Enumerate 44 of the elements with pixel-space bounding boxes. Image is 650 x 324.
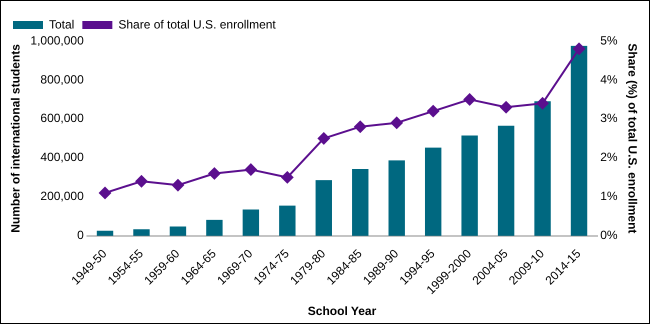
- y-tick-label: 0: [77, 228, 84, 242]
- point: [135, 175, 148, 188]
- y2-axis-title: Share (%) of total U.S. enrollment: [625, 43, 640, 234]
- x-axis-title: School Year: [308, 304, 377, 318]
- point: [354, 120, 366, 133]
- y-tick-label: 400,000: [40, 150, 84, 164]
- bar: [461, 135, 478, 236]
- y2-tick-label: 0%: [600, 228, 618, 242]
- y-axis-title: Number of international students: [8, 44, 23, 233]
- point: [390, 116, 403, 129]
- point: [281, 171, 294, 184]
- bar: [170, 226, 186, 236]
- bar: [534, 101, 551, 236]
- point: [536, 97, 549, 110]
- point: [573, 42, 586, 55]
- y2-tick-label: 5%: [600, 33, 618, 48]
- bar: [133, 229, 150, 236]
- y-tick-label: 200,000: [40, 189, 84, 204]
- point: [464, 93, 476, 106]
- bar: [279, 206, 296, 236]
- y2-tick-label: 2%: [600, 150, 618, 164]
- bar: [206, 220, 223, 236]
- y-tick-label: 1,000,000: [30, 33, 84, 48]
- point: [208, 167, 220, 180]
- bar: [242, 210, 260, 236]
- bar: [388, 160, 405, 236]
- bar: [570, 46, 588, 236]
- point: [99, 186, 112, 199]
- bar: [316, 180, 332, 236]
- point: [427, 105, 440, 118]
- legend-label: Share of total U.S. enrollment: [118, 17, 276, 32]
- y2-tick-label: 1%: [600, 189, 618, 204]
- y2-tick-label: 3%: [600, 111, 618, 126]
- y-tick-label: 600,000: [40, 111, 84, 126]
- y2-tick-label: 4%: [600, 72, 618, 86]
- y-tick-label: 800,000: [40, 72, 84, 86]
- bar: [352, 169, 368, 236]
- point: [244, 164, 257, 176]
- bar: [424, 148, 442, 236]
- point: [318, 132, 330, 144]
- legend-label: Total: [49, 17, 74, 32]
- bar: [498, 126, 514, 236]
- point: [500, 101, 512, 114]
- point: [172, 179, 184, 192]
